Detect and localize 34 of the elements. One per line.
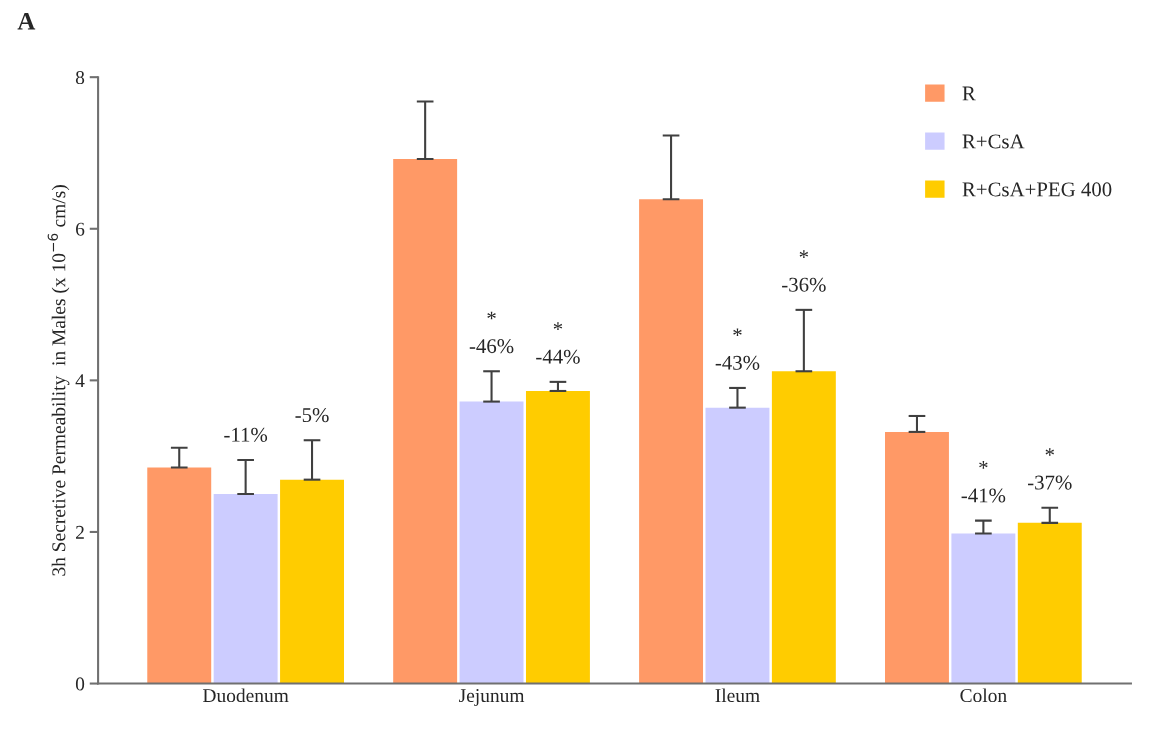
x-tick-label: Duodenum	[202, 688, 289, 703]
y-tick-label: 2	[76, 525, 84, 539]
annotation: * -36%	[782, 250, 826, 292]
annotation: -11%	[224, 427, 268, 442]
bar	[280, 479, 344, 684]
bar	[393, 159, 458, 684]
legend-label: R+CsA+PEG 400	[962, 182, 1112, 197]
bar	[147, 467, 212, 684]
annotation: * -37%	[1027, 448, 1072, 490]
annotation: * -43%	[715, 328, 760, 370]
x-tick-label: Ileum	[715, 688, 760, 703]
bar	[639, 199, 704, 684]
bar	[885, 431, 949, 684]
annotation: * -44%	[536, 322, 580, 364]
legend-label: R+CsA	[962, 134, 1025, 149]
chart-title: A	[17, 12, 36, 30]
bar	[459, 401, 524, 684]
bar	[771, 371, 836, 684]
annotation: * -41%	[961, 461, 1006, 503]
x-tick-label: Jejunum	[459, 689, 525, 707]
x-tick-label: Colon	[960, 688, 1007, 703]
bar	[213, 494, 278, 684]
y-tick-label: 8	[75, 70, 85, 85]
y-tick-label: 0	[75, 677, 85, 691]
annotation: -5%	[295, 408, 329, 423]
bar	[951, 533, 1016, 684]
bar	[705, 407, 770, 684]
y-tick-label: 4	[75, 374, 85, 388]
y-axis-title: 3h Secretive Permeability in Males (x 10$^{−6}$ cm/s)	[47, 185, 70, 576]
bar	[1017, 522, 1082, 684]
annotation: * -46%	[469, 311, 514, 354]
bar	[525, 390, 590, 684]
legend-label: R	[962, 86, 976, 101]
y-tick-label: 6	[76, 222, 85, 236]
